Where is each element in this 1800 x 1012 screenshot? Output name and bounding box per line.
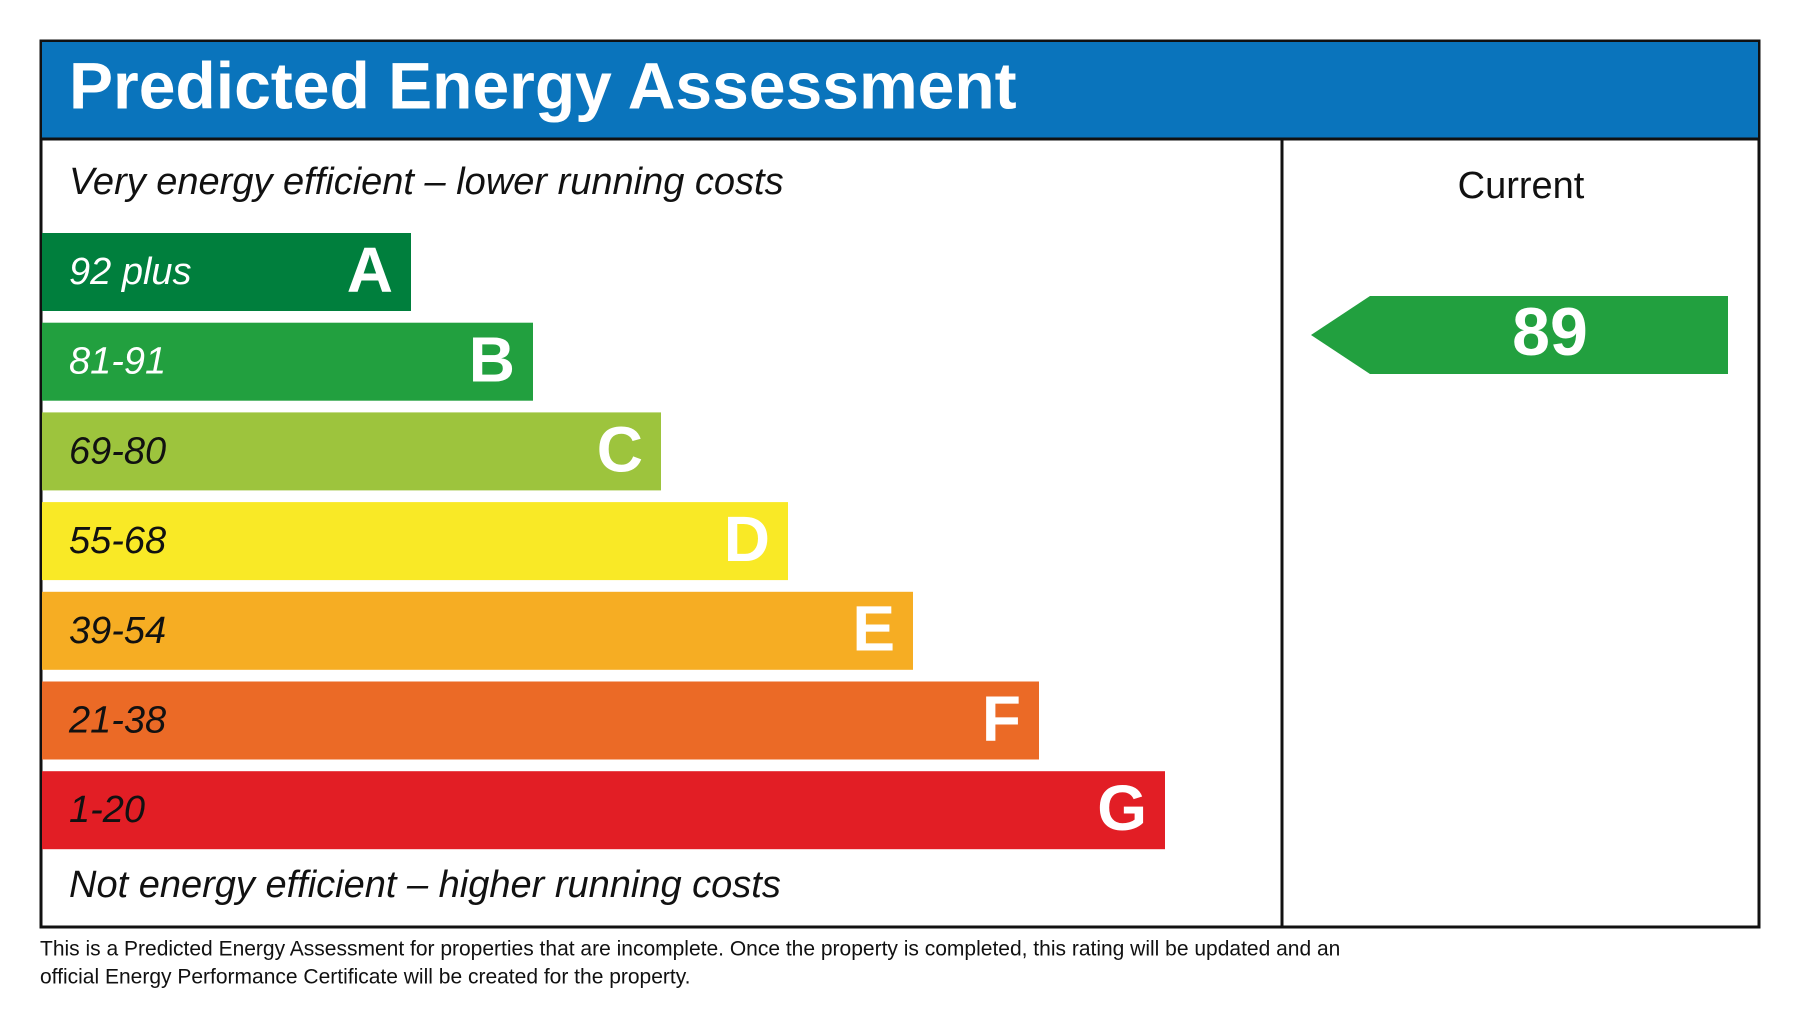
band-letter: F	[982, 682, 1021, 754]
top-label: Very energy efficient – lower running co…	[69, 161, 784, 203]
current-label: Current	[1458, 165, 1585, 207]
footer-line: This is a Predicted Energy Assessment fo…	[40, 938, 1340, 961]
band-range: 92 plus	[69, 251, 192, 293]
header-bar	[42, 42, 1758, 139]
bottom-label: Not energy efficient – higher running co…	[69, 864, 781, 906]
title: Predicted Energy Assessment	[69, 48, 1017, 122]
band-range: 55-68	[69, 520, 166, 562]
band-range: 21-38	[68, 700, 166, 742]
band-bar	[42, 412, 661, 491]
band-letter: C	[597, 413, 643, 485]
band-letter: E	[852, 593, 895, 665]
band-letter: A	[347, 234, 393, 306]
current-value: 89	[1512, 294, 1588, 370]
band-range: 39-54	[69, 610, 166, 652]
band-letter: D	[724, 503, 770, 575]
band-bar	[42, 681, 1039, 760]
band-bar	[42, 233, 411, 311]
band-letter: G	[1097, 772, 1147, 844]
band-range: 69-80	[69, 430, 166, 472]
current-arrow	[1311, 296, 1728, 374]
band-letter: B	[469, 324, 515, 396]
band-range: 81-91	[69, 341, 166, 383]
band-bar	[42, 502, 788, 581]
footer-line: official Energy Performance Certificate …	[40, 966, 691, 989]
band-range: 1-20	[69, 789, 145, 831]
band-bar	[42, 771, 1165, 850]
band-bar	[42, 591, 913, 670]
band-bar	[42, 322, 533, 401]
